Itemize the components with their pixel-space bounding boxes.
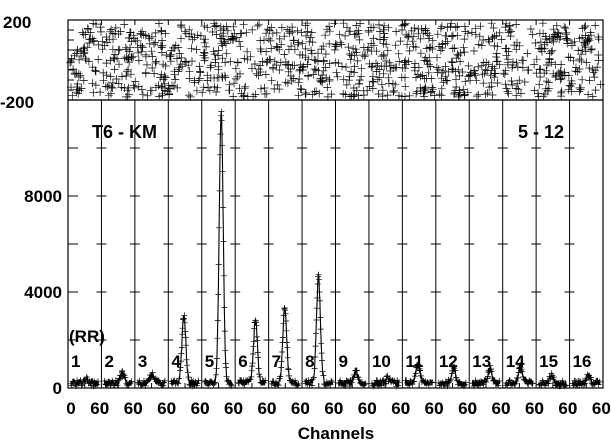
panel-x-tick-label: 60 — [324, 399, 343, 418]
spectrum-panel-3 — [134, 369, 168, 389]
spectrum-panel-11 — [402, 361, 436, 389]
main-y-tick-label: 4000 — [24, 283, 62, 302]
residual-tick-label-bottom: -200 — [0, 93, 34, 112]
spectrum-points — [68, 374, 101, 390]
panel-x-tick-label: 0 — [300, 399, 309, 418]
panel-label: 14 — [506, 352, 525, 371]
residual-points — [66, 19, 605, 101]
panel-label: 7 — [272, 352, 281, 371]
panel-x-tick-label: 0 — [434, 399, 443, 418]
spectrum-line — [204, 111, 233, 387]
chart-labels: 200 -200 T6 - KM 5 - 12 (RR) Channels — [0, 13, 564, 442]
panel-label: 6 — [238, 352, 247, 371]
spectrum-points — [168, 312, 202, 390]
panel-x-tick-label: 0 — [100, 399, 109, 418]
panel-label: 4 — [171, 352, 181, 371]
panel-label: 8 — [305, 352, 314, 371]
spectrum-panel-12 — [435, 362, 469, 390]
panel-x-tick-label: 0 — [501, 399, 510, 418]
spectrum-points — [134, 369, 168, 389]
panel-x-tick-label: 60 — [391, 399, 410, 418]
spectrum-panel-1 — [68, 374, 101, 390]
panel-x-tick-label: 0 — [534, 399, 543, 418]
panel-x-tick-label: 60 — [191, 399, 210, 418]
panel-x-tick-label: 0 — [267, 399, 276, 418]
panel-x-tick-label: 0 — [66, 399, 75, 418]
panel-x-tick-label: 60 — [257, 399, 276, 418]
spectrum-panel-4 — [168, 312, 202, 390]
residual-tick-label-top: 200 — [3, 13, 31, 32]
panel-x-tick-label: 60 — [291, 399, 310, 418]
main-y-tick-label: 0 — [53, 379, 62, 398]
spectrum-panel-15 — [536, 370, 570, 390]
main-y-tick-label: 8000 — [24, 187, 62, 206]
panel-x-tick-label: 60 — [425, 399, 444, 418]
spectrum-panel-14 — [502, 362, 536, 389]
panel-x-tick-label: 0 — [167, 399, 176, 418]
panel-x-tick-label: 60 — [124, 399, 143, 418]
residual-crosses — [66, 19, 605, 101]
panel-label: 13 — [472, 352, 491, 371]
annotation-right: 5 - 12 — [518, 122, 564, 142]
spectrum-panel-2 — [101, 367, 135, 389]
spectrum-points — [469, 362, 503, 390]
spectrum-points — [402, 361, 436, 389]
panel-x-tick-label: 60 — [224, 399, 243, 418]
spectrum-line — [170, 315, 200, 387]
panel-label: 15 — [539, 352, 558, 371]
spectrum-points — [268, 305, 302, 389]
x-axis-label: Channels — [298, 424, 375, 442]
spectrum-points — [435, 362, 469, 390]
panel-x-tick-label: 0 — [334, 399, 343, 418]
spectrum-panel-13 — [469, 362, 503, 390]
spectrum-panel-5 — [201, 108, 235, 389]
panel-label: 2 — [104, 352, 113, 371]
panel-label: 1 — [71, 352, 80, 371]
panel-label: 16 — [573, 352, 592, 371]
spectrum-points — [101, 367, 135, 389]
spectra-series — [68, 108, 603, 390]
panel-label: 12 — [439, 352, 458, 371]
panel-x-tick-label: 60 — [157, 399, 176, 418]
spectrum-points — [201, 108, 235, 389]
panel-x-tick-label: 60 — [558, 399, 577, 418]
series-tag: (RR) — [69, 327, 105, 346]
panel-x-tick-label: 0 — [568, 399, 577, 418]
panel-x-tick-label: 60 — [525, 399, 544, 418]
panel-x-tick-label: 0 — [367, 399, 376, 418]
panel-x-tick-label: 0 — [468, 399, 477, 418]
panel-x-tick-label: 60 — [492, 399, 511, 418]
panel-label: 10 — [372, 352, 391, 371]
spectrum-points — [368, 372, 402, 390]
spectrum-points — [502, 362, 536, 389]
spectrum-points — [569, 371, 603, 389]
spectrum-panel-16 — [569, 371, 603, 389]
spectrum-panel-10 — [368, 372, 402, 390]
spectrum-points — [235, 317, 269, 388]
spectrum-points — [302, 271, 336, 389]
panel-x-tick-label: 60 — [90, 399, 109, 418]
panel-x-tick-label: 60 — [458, 399, 477, 418]
spectrum-panel-6 — [235, 317, 269, 388]
annotation-left: T6 - KM — [92, 122, 157, 142]
spectrum-points — [335, 367, 369, 390]
panel-x-tick-label: 0 — [133, 399, 142, 418]
main-panel-frame — [67, 99, 604, 389]
spectrum-panel-8 — [302, 271, 336, 389]
spectrum-panel-9 — [335, 367, 369, 390]
panel-label: 9 — [339, 352, 348, 371]
spectrum-panel-7 — [268, 305, 302, 389]
panel-label: 5 — [205, 352, 214, 371]
panel-x-tick-label: 60 — [358, 399, 377, 418]
panel-x-tick-label: 0 — [200, 399, 209, 418]
panel-label: 3 — [138, 352, 147, 371]
panel-x-tick-label: 0 — [401, 399, 410, 418]
panel-x-tick-label: 60 — [592, 399, 611, 418]
panel-label: 11 — [405, 352, 423, 371]
panel-x-tick-label: 0 — [233, 399, 242, 418]
spectrum-points — [536, 370, 570, 390]
